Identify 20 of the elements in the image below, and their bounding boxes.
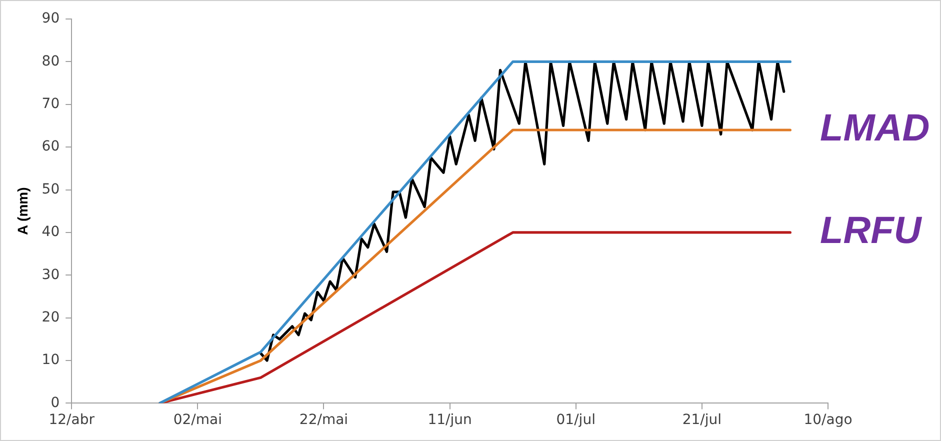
y-tick-label: 30 (42, 266, 60, 283)
y-tick-label: 70 (42, 96, 60, 112)
series-label: LRFU (820, 210, 923, 252)
y-tick-label: 80 (42, 53, 60, 70)
x-tick-label: 10/ago (804, 412, 852, 428)
x-tick-label: 11/jun (428, 412, 472, 428)
x-tick-label: 12/abr (48, 412, 95, 428)
y-tick-label: 90 (42, 10, 60, 27)
y-tick-label: 50 (42, 181, 60, 198)
x-tick-label: 21/jul (682, 412, 722, 428)
y-tick-label: 0 (50, 394, 60, 411)
x-tick-label: 01/jul (556, 412, 596, 428)
y-tick-label: 20 (42, 309, 60, 326)
y-axis-title: A (mm) (14, 187, 30, 235)
y-tick-label: 40 (42, 224, 60, 240)
series-label: LMAD (820, 107, 930, 150)
y-tick-label: 60 (42, 138, 60, 155)
y-tick-label: 10 (42, 352, 60, 368)
x-tick-label: 22/mai (299, 412, 348, 428)
x-tick-label: 02/mai (173, 412, 222, 428)
